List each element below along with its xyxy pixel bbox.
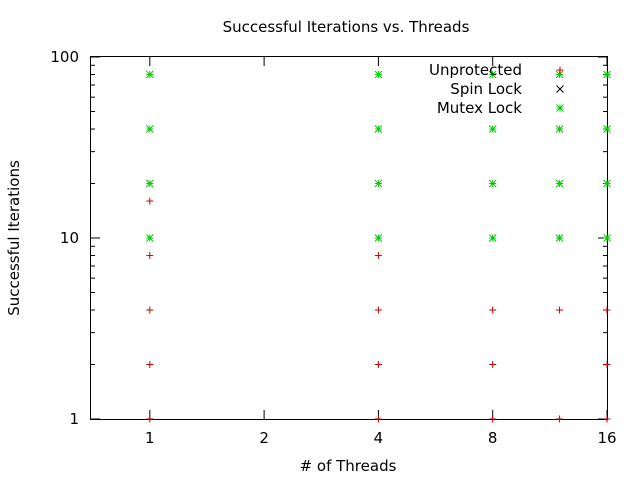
data-point-unprotected xyxy=(489,361,497,369)
y-tick-label: 10 xyxy=(60,229,79,247)
x-axis-label: # of Threads xyxy=(300,457,397,475)
data-point-unprotected xyxy=(374,361,382,369)
data-point-unprotected xyxy=(374,252,382,260)
data-point-mutex-lock xyxy=(555,125,564,133)
data-point-mutex-lock xyxy=(603,234,611,242)
data-point-mutex-lock xyxy=(603,70,611,79)
data-point-mutex-lock xyxy=(488,179,497,188)
x-axis: 1 2 4 8 16 xyxy=(145,57,617,447)
data-point-unprotected xyxy=(146,197,154,205)
data-point-mutex-lock xyxy=(145,125,154,133)
y-axis: 1 10 100 xyxy=(50,48,607,428)
data-point-mutex-lock xyxy=(555,234,564,242)
data-point-unprotected xyxy=(146,361,154,369)
data-point-unprotected xyxy=(603,306,611,314)
x-tick-label: 2 xyxy=(259,429,269,447)
legend-marker xyxy=(556,66,564,74)
legend-marker xyxy=(556,104,564,112)
data-point-unprotected xyxy=(146,252,154,260)
data-point-mutex-lock xyxy=(374,70,383,79)
data-point-mutex-lock xyxy=(374,125,383,133)
x-tick-label: 16 xyxy=(597,429,616,447)
legend-label: Spin Lock xyxy=(450,80,522,98)
data-point-mutex-lock xyxy=(603,125,611,133)
data-point-unprotected xyxy=(603,415,611,423)
data-point-unprotected xyxy=(146,306,154,314)
legend-marker xyxy=(556,85,564,93)
data-point-mutex-lock xyxy=(488,70,497,79)
plot-frame xyxy=(90,56,608,420)
data-point-mutex-lock xyxy=(145,179,154,188)
data-point-mutex-lock xyxy=(374,179,383,188)
data-point-unprotected xyxy=(556,306,564,314)
legend-label: Unprotected xyxy=(429,61,522,79)
legend-label: Mutex Lock xyxy=(437,99,522,117)
x-tick-label: 4 xyxy=(374,429,384,447)
data-point-unprotected xyxy=(374,415,382,423)
data-point-unprotected xyxy=(603,361,611,369)
data-point-mutex-lock xyxy=(488,125,497,133)
data-point-mutex-lock xyxy=(145,70,154,79)
chart-title: Successful Iterations vs. Threads xyxy=(223,18,470,36)
data-point-unprotected xyxy=(489,306,497,314)
x-tick-label: 8 xyxy=(488,429,498,447)
data-point-mutex-lock xyxy=(555,179,564,188)
data-point-mutex-lock xyxy=(603,179,611,188)
data-point-mutex-lock xyxy=(488,234,497,242)
y-tick-label: 1 xyxy=(69,410,79,428)
data-point-unprotected xyxy=(146,415,154,423)
y-axis-label: Successful Iterations xyxy=(5,160,23,316)
data-point-mutex-lock xyxy=(374,234,383,242)
data-point-unprotected xyxy=(556,415,564,423)
y-tick-label: 100 xyxy=(50,48,79,66)
data-points xyxy=(145,70,611,423)
data-point-mutex-lock xyxy=(145,234,154,242)
x-tick-label: 1 xyxy=(145,429,155,447)
data-point-unprotected xyxy=(489,415,497,423)
data-point-unprotected xyxy=(374,306,382,314)
